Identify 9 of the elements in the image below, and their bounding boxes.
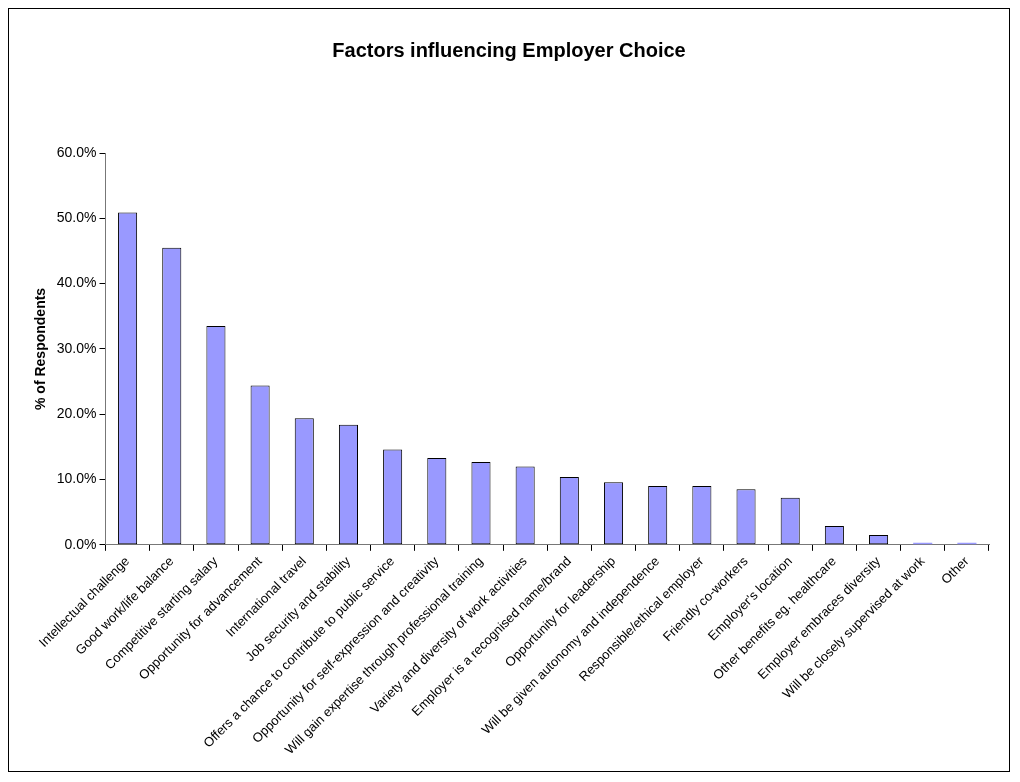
y-tick-label: 60.0% (56, 143, 97, 160)
y-tick-label: 10.0% (56, 470, 97, 487)
chart-title: Factors influencing Employer Choice (332, 38, 686, 61)
y-tick-label: 30.0% (56, 339, 97, 356)
y-tick-label: 0.0% (64, 535, 97, 552)
y-tick-label: 20.0% (56, 405, 97, 422)
y-tick-label: 50.0% (56, 209, 97, 226)
y-tick-label: 40.0% (56, 274, 97, 291)
y-axis-title: % of Respondents (32, 287, 49, 410)
